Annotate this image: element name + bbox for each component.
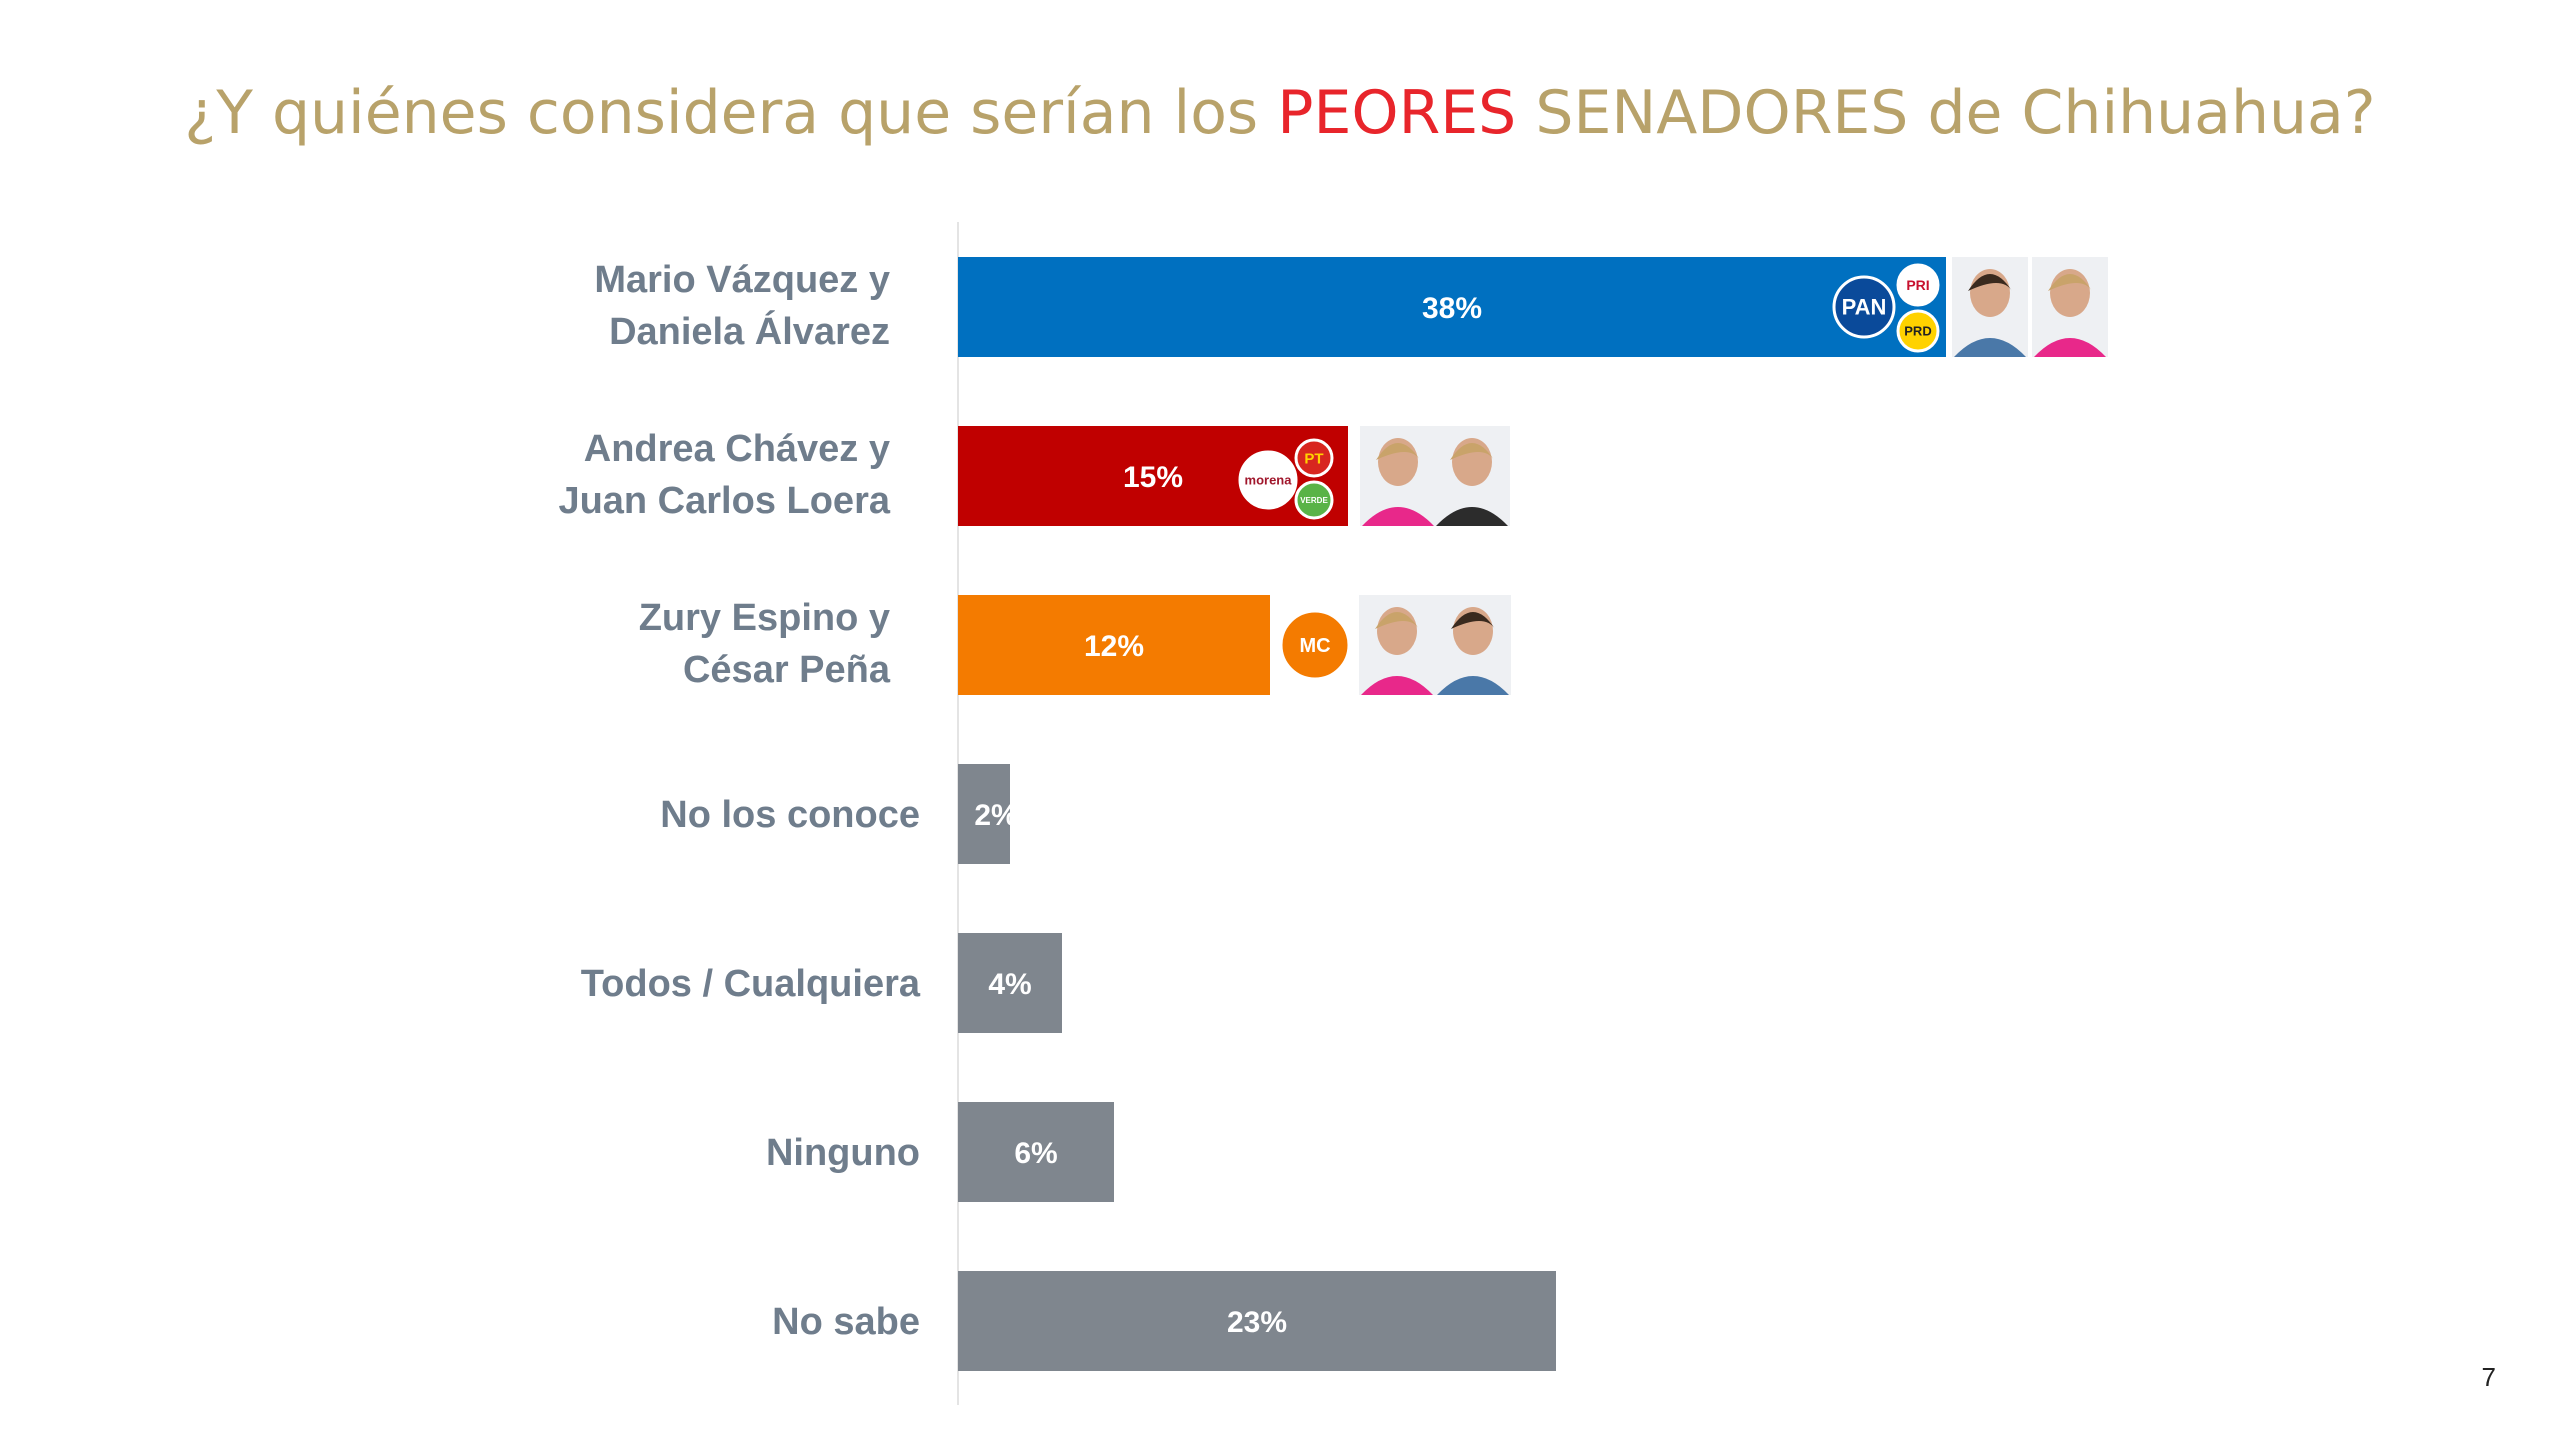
svg-text:PAN: PAN [1842,295,1887,320]
category-label-2: Zury Espino y César Peña [639,597,891,691]
pri-logo: PRI [1896,263,1940,307]
verde-logo: VERDE [1294,480,1334,520]
pt-logo: PT [1294,438,1334,478]
candidate-photo-0-1 [1952,257,2028,357]
value-label-2: 12% [1084,630,1144,663]
title-part-2: SENADORES de Chihuahua? [1516,78,2376,148]
page-number: 7 [2481,1362,2496,1392]
bar-3 [958,764,1010,864]
mc-logo: MC [1279,609,1351,681]
pan-logo: PAN [1832,275,1896,339]
bar-2 [958,595,1270,695]
value-label-5: 6% [1014,1137,1057,1170]
svg-text:morena: morena [1245,473,1293,488]
svg-text:PRD: PRD [1904,324,1931,339]
title-highlight: PEORES [1277,78,1517,148]
value-label-4: 4% [988,968,1031,1001]
value-label-0: 38% [1422,292,1482,325]
chart-title: ¿Y quiénes considera que serían los PEOR… [0,78,2560,148]
category-label-1: Andrea Chávez y Juan Carlos Loera [558,428,890,522]
candidate-photo-1-2 [1434,426,1510,526]
svg-text:VERDE: VERDE [1300,496,1328,505]
value-label-6: 23% [1227,1306,1287,1339]
category-label-6: No sabe [772,1301,920,1343]
category-label-0: Mario Vázquez y Daniela Álvarez [594,259,890,353]
prd-logo: PRD [1896,309,1940,353]
value-label-3: 2% [974,799,1017,832]
morena-logo: morena [1238,450,1298,510]
bars-group: 38% Mario Vázquez y Daniela Álvarez PAN PRI P… [558,257,2108,1371]
bar-0 [958,257,1946,357]
category-label-4: Todos / Cualquiera [581,963,921,1005]
category-label-3: No los conoce [660,794,920,836]
title-part-1: ¿Y quiénes considera que serían los [184,78,1278,148]
candidate-photo-2-2 [1435,595,1511,695]
svg-text:MC: MC [1299,635,1330,657]
candidate-photo-0-2 [2032,257,2108,357]
bar-5 [958,1102,1114,1202]
bar-6 [958,1271,1556,1371]
svg-text:PT: PT [1304,450,1323,467]
value-label-1: 15% [1123,461,1183,494]
candidate-photo-2-1 [1359,595,1435,695]
category-label-5: Ninguno [766,1132,920,1174]
bar-4 [958,933,1062,1033]
svg-text:PRI: PRI [1906,277,1929,293]
candidate-photo-1-1 [1360,426,1436,526]
